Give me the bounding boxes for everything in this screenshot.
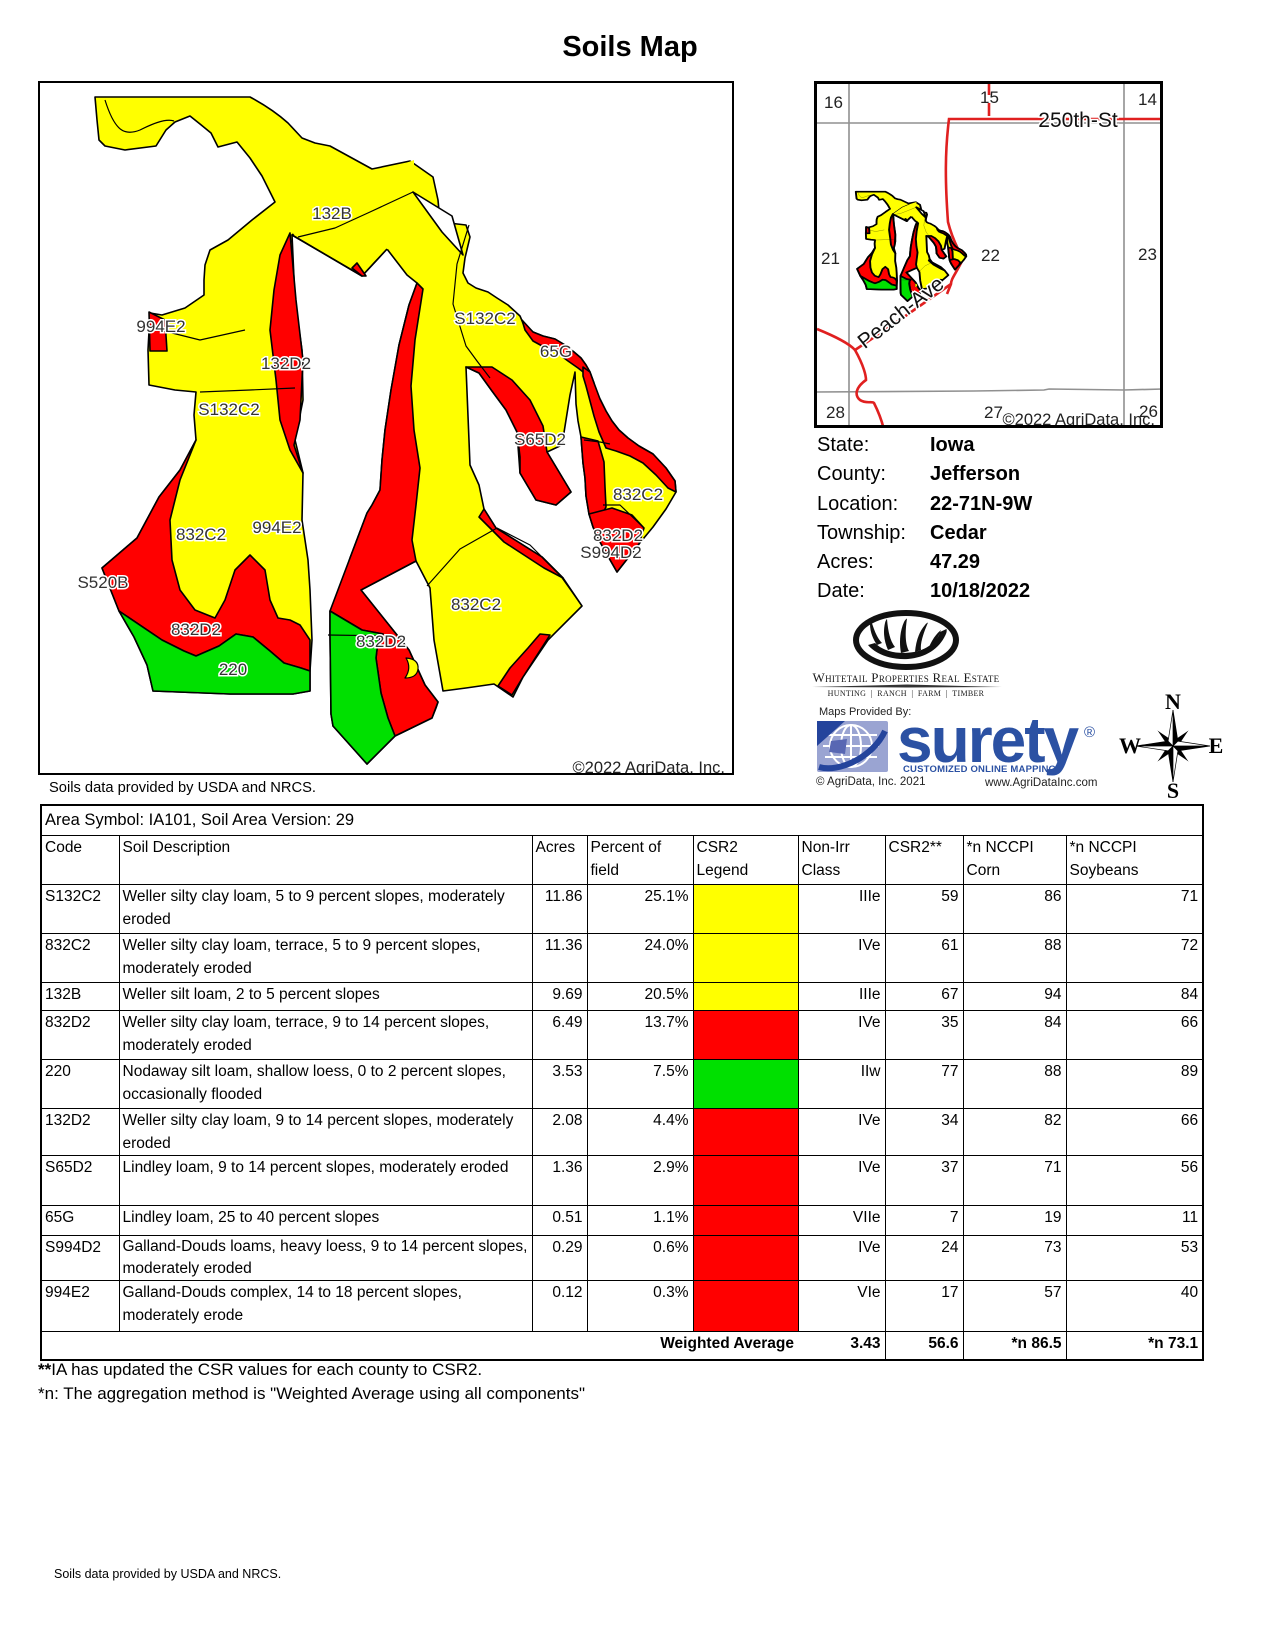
svg-text:S994D2: S994D2	[580, 543, 641, 562]
svg-text:S132C2: S132C2	[198, 400, 259, 419]
svg-text:16: 16	[824, 93, 843, 112]
svg-text:832C2: 832C2	[613, 485, 663, 504]
svg-text:15: 15	[980, 88, 999, 107]
svg-text:220: 220	[219, 660, 247, 679]
svg-text:832C2: 832C2	[451, 595, 501, 614]
svg-text:832D2: 832D2	[356, 632, 406, 651]
svg-text:©2022 AgriData, Inc.: ©2022 AgriData, Inc.	[1003, 411, 1156, 428]
svg-text:S520B: S520B	[77, 573, 128, 592]
svg-text:27: 27	[984, 403, 1003, 422]
svg-text:23: 23	[1138, 245, 1157, 264]
svg-text:832D2: 832D2	[171, 620, 221, 639]
svg-text:S132C2: S132C2	[454, 309, 515, 328]
svg-text:250th-St: 250th-St	[1038, 109, 1118, 132]
svg-text:65G: 65G	[540, 342, 572, 361]
svg-text:832C2: 832C2	[176, 525, 226, 544]
svg-text:28: 28	[826, 403, 845, 422]
svg-text:S65D2: S65D2	[514, 430, 566, 449]
svg-text:994E2: 994E2	[252, 518, 301, 537]
svg-text:132B: 132B	[312, 204, 352, 223]
svg-text:22: 22	[981, 246, 1000, 265]
svg-text:E: E	[1209, 733, 1224, 758]
svg-text:14: 14	[1138, 90, 1157, 109]
svg-text:132D2: 132D2	[261, 354, 311, 373]
svg-text:26: 26	[1139, 402, 1158, 421]
svg-text:21: 21	[821, 249, 840, 268]
svg-text:©2022 AgriData, Inc.: ©2022 AgriData, Inc.	[573, 759, 726, 775]
svg-text:832D2: 832D2	[593, 526, 643, 545]
svg-text:N: N	[1165, 690, 1181, 714]
svg-text:994E2: 994E2	[136, 317, 185, 336]
svg-text:S: S	[1167, 778, 1179, 800]
svg-text:W: W	[1119, 733, 1141, 758]
